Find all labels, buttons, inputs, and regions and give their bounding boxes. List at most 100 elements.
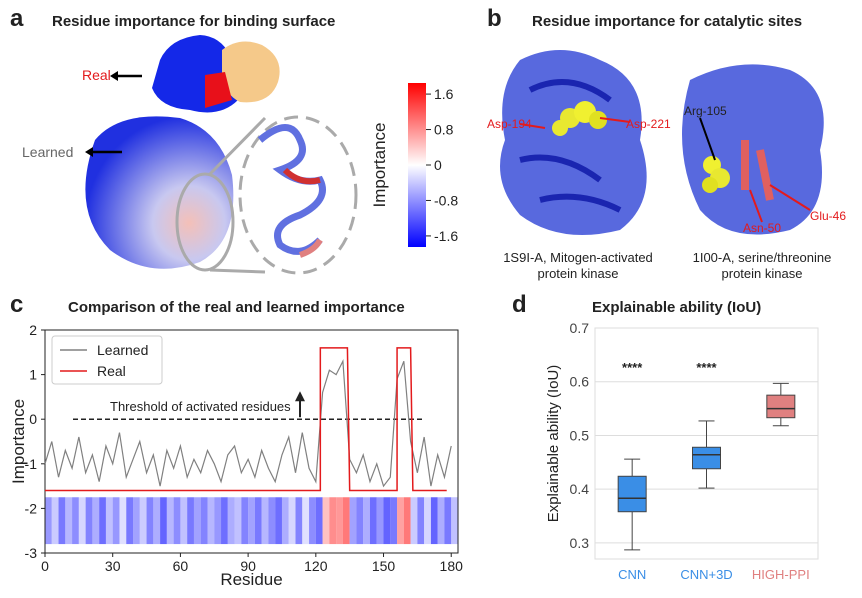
- protein-image: [500, 50, 824, 235]
- heat-cell: [99, 497, 106, 545]
- heat-cell: [254, 497, 262, 545]
- heat-cell: [336, 497, 343, 545]
- heat-cell: [322, 497, 330, 545]
- significance: ****: [622, 360, 643, 375]
- panel-title: Residue importance for catalytic sites: [532, 13, 802, 30]
- chart-title: Explainable ability (IoU): [592, 299, 761, 316]
- colorbar-tick-label: 0: [434, 157, 442, 173]
- site-label: Arg-105: [684, 104, 727, 118]
- heat-cell: [376, 497, 384, 545]
- x-tick-label: HIGH-PPI: [752, 567, 810, 582]
- x-tick-label: 30: [105, 558, 121, 574]
- heat-cell: [126, 497, 134, 545]
- y-tick-label: 2: [29, 322, 37, 338]
- chart-title: Comparison of the real and learned impor…: [68, 299, 405, 316]
- caption: protein kinase: [538, 266, 619, 281]
- y-tick-label: 0.4: [570, 481, 590, 497]
- heat-cell: [187, 497, 194, 545]
- x-tick-label: 180: [440, 558, 464, 574]
- y-axis-label: Importance: [9, 399, 28, 484]
- heat-cell: [65, 497, 73, 545]
- heat-cell: [430, 497, 438, 545]
- series-line: [45, 347, 447, 492]
- box: [692, 446, 721, 470]
- heat-cell: [302, 497, 310, 545]
- x-axis-label: Residue: [220, 570, 282, 589]
- heat-cell: [410, 497, 418, 545]
- heat-cell: [444, 497, 452, 545]
- heat-cell: [166, 497, 174, 545]
- site-label: Glu-46: [810, 209, 846, 223]
- heat-cell: [105, 497, 113, 545]
- heat-cell: [437, 497, 445, 545]
- heat-cell: [133, 497, 140, 545]
- heat-cell: [119, 497, 127, 545]
- heat-cell: [363, 497, 370, 545]
- box: [617, 475, 647, 513]
- heat-cell: [207, 497, 215, 545]
- y-tick-label: 0.5: [570, 427, 590, 443]
- site-label: Asn-50: [743, 221, 781, 235]
- heat-cell: [85, 497, 93, 545]
- colorbar-tick-label: -0.8: [434, 192, 458, 208]
- heat-cell: [424, 497, 431, 545]
- heat-cell: [349, 497, 357, 545]
- heat-cell: [180, 497, 188, 545]
- heat-cell: [241, 497, 249, 545]
- heat-cell: [45, 497, 52, 545]
- colorbar: [408, 83, 426, 247]
- y-tick-label: 1: [29, 367, 37, 383]
- panel-letter: a: [10, 5, 24, 32]
- x-tick-label: CNN+3D: [680, 567, 732, 582]
- heat-cell: [146, 497, 154, 545]
- caption: 1S9I-A, Mitogen-activated: [503, 250, 653, 265]
- heat-cell: [356, 497, 364, 545]
- panel-letter: b: [487, 5, 502, 32]
- panel-title: Residue importance for binding surface: [52, 13, 335, 30]
- heat-cell: [383, 497, 391, 545]
- heat-cell: [268, 497, 276, 545]
- y-tick-label: -2: [25, 500, 38, 516]
- heat-cell: [78, 497, 86, 545]
- heat-cell: [139, 497, 147, 545]
- heat-cell: [92, 497, 100, 545]
- y-tick-label: 0: [29, 411, 37, 427]
- heat-cell: [261, 497, 269, 545]
- heat-cell: [451, 497, 458, 545]
- heat-cell: [295, 497, 303, 545]
- legend-box: [51, 335, 163, 385]
- legend-label: Real: [97, 363, 126, 379]
- heat-cell: [329, 497, 337, 545]
- learned-label: Learned: [22, 144, 73, 160]
- site-label: Asp-194: [487, 117, 532, 131]
- y-tick-label: 0.3: [570, 535, 590, 551]
- legend-label: Learned: [97, 342, 148, 358]
- real-label: Real: [82, 67, 111, 83]
- heat-cell: [397, 497, 404, 545]
- y-tick-label: -3: [25, 545, 38, 561]
- protein-image: [85, 35, 358, 275]
- heat-cell: [248, 497, 255, 545]
- colorbar-label: Importance: [370, 122, 389, 207]
- threshold-label: Threshold of activated residues: [110, 399, 291, 414]
- heat-cell: [234, 497, 242, 545]
- heat-cell: [275, 497, 282, 545]
- heat-cell: [58, 497, 66, 545]
- heat-cell: [193, 497, 201, 545]
- x-tick-label: 0: [41, 558, 49, 574]
- heat-cell: [227, 497, 235, 545]
- x-tick-label: 120: [304, 558, 328, 574]
- series-line: [44, 359, 452, 488]
- site-label: Asp-221: [626, 117, 671, 131]
- heat-cell: [160, 497, 167, 545]
- heat-cell: [112, 497, 120, 545]
- colorbar-tick-label: 0.8: [434, 122, 454, 138]
- heat-cell: [200, 497, 208, 545]
- heat-cell: [309, 497, 316, 545]
- heat-cell: [173, 497, 181, 545]
- x-tick-label: 90: [240, 558, 256, 574]
- panel-letter: d: [512, 291, 527, 318]
- heat-cell: [390, 497, 398, 545]
- heat-cell: [417, 497, 425, 545]
- panel-letter: c: [10, 291, 23, 318]
